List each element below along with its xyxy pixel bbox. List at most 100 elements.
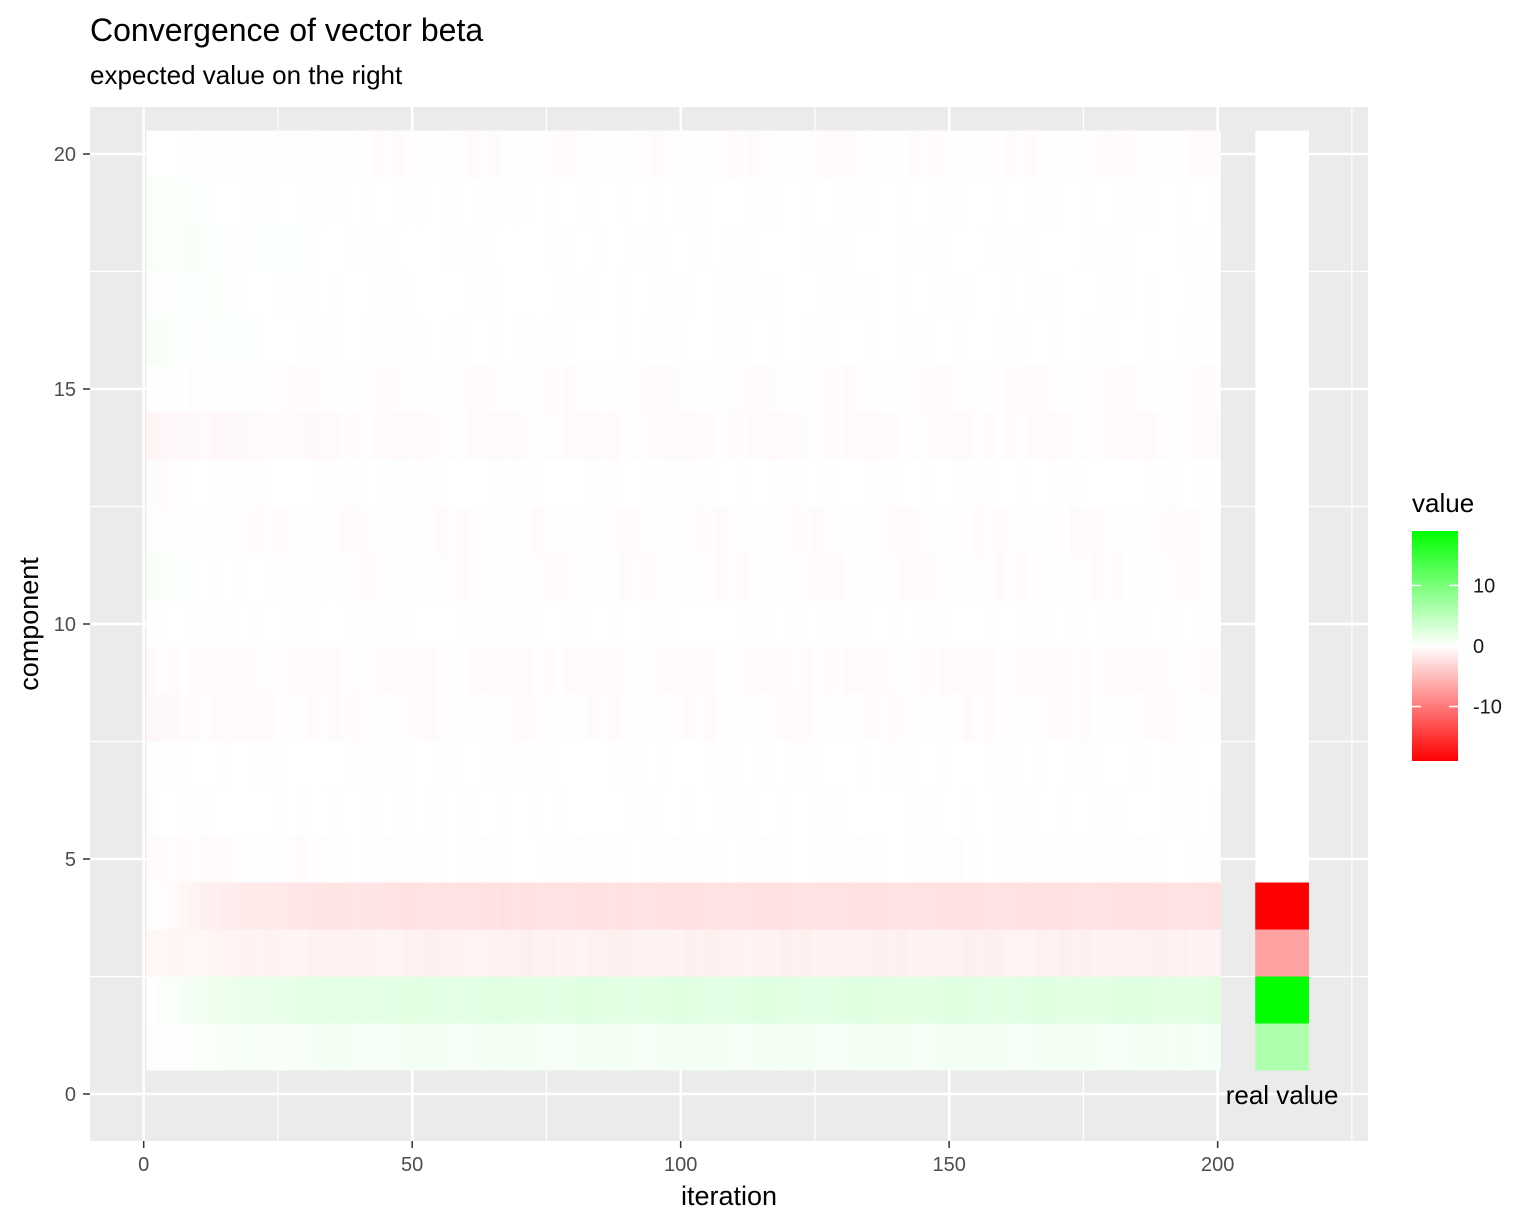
heatmap-cell: [747, 318, 760, 366]
heatmap-cell: [275, 271, 287, 319]
heatmap-cell: [1166, 882, 1178, 930]
heatmap-cell: [1123, 835, 1136, 883]
heatmap-cell: [285, 835, 298, 883]
heatmap-cell: [1188, 788, 1200, 836]
heatmap-cell: [984, 459, 996, 507]
heatmap-cell: [898, 412, 910, 460]
heatmap-cell: [1048, 600, 1060, 648]
heatmap-cell: [1166, 177, 1178, 225]
heatmap-cell: [189, 882, 201, 930]
heatmap-cell: [490, 741, 502, 789]
heatmap-cell: [640, 976, 652, 1024]
heatmap-cell: [189, 788, 201, 836]
heatmap-cell: [382, 365, 394, 413]
heatmap-cell: [672, 130, 684, 178]
heatmap-cell: [1069, 365, 1082, 413]
heatmap-cell: [1123, 741, 1136, 789]
heatmap-cell: [339, 459, 352, 507]
heatmap-cell: [264, 318, 276, 366]
heatmap-cell: [812, 647, 824, 695]
heatmap-cell: [479, 459, 491, 507]
heatmap-cell: [511, 130, 523, 178]
heatmap-cell: [1198, 506, 1211, 554]
heatmap-cell: [919, 835, 931, 883]
heatmap-cell: [951, 412, 964, 460]
heatmap-cell: [618, 600, 631, 648]
heatmap-cell: [790, 412, 803, 460]
heatmap-cell: [178, 976, 190, 1024]
heatmap-cell: [629, 1023, 641, 1071]
heatmap-cell: [790, 929, 803, 977]
heatmap-cell: [951, 694, 964, 742]
legend-ticks: 100-10: [1412, 575, 1502, 719]
heatmap-cell: [1198, 412, 1211, 460]
heatmap-cell: [1027, 271, 1039, 319]
heatmap-cell: [629, 929, 641, 977]
heatmap-cell: [951, 741, 964, 789]
heatmap-cell: [1198, 130, 1211, 178]
heatmap-cell: [243, 318, 255, 366]
heatmap-cell: [683, 224, 695, 272]
heatmap-cell: [672, 318, 684, 366]
heatmap-cell: [167, 976, 180, 1024]
heatmap-cell: [1027, 130, 1039, 178]
heatmap-cell: [264, 929, 276, 977]
heatmap-cell: [479, 318, 491, 366]
heatmap-cell: [1027, 553, 1039, 601]
heatmap-cell: [951, 1023, 964, 1071]
heatmap-cell: [371, 929, 384, 977]
heatmap-cell: [565, 177, 577, 225]
heatmap-cell: [1134, 741, 1146, 789]
heatmap-cell: [715, 553, 727, 601]
heatmap-cell: [747, 1023, 760, 1071]
heatmap-cell: [243, 271, 255, 319]
heatmap-cell: [425, 694, 437, 742]
heatmap-cell: [1069, 600, 1082, 648]
heatmap-cell: [1102, 929, 1114, 977]
heatmap-cell: [275, 976, 287, 1024]
heatmap-cell: [726, 647, 738, 695]
heatmap-cell: [1059, 224, 1071, 272]
heatmap-cell: [296, 177, 309, 225]
heatmap-cell: [758, 177, 770, 225]
heatmap-cell: [833, 882, 846, 930]
heatmap-cell: [575, 130, 588, 178]
heatmap-cell: [285, 224, 298, 272]
heatmap-cell: [973, 788, 985, 836]
heatmap-cell: [618, 647, 631, 695]
heatmap-cell: [1166, 318, 1178, 366]
heatmap-cell: [994, 741, 1007, 789]
heatmap-cell: [371, 694, 384, 742]
heatmap-cell: [296, 600, 309, 648]
heatmap-cell: [554, 1023, 566, 1071]
heatmap-cell: [146, 788, 158, 836]
heatmap-cell: [1209, 506, 1221, 554]
heatmap-cell: [500, 694, 513, 742]
heatmap-cell: [661, 459, 674, 507]
heatmap-cell: [457, 929, 470, 977]
heatmap-cell: [328, 882, 341, 930]
heatmap-cell: [436, 976, 448, 1024]
heatmap-cell: [586, 318, 599, 366]
heatmap-cell: [1198, 882, 1211, 930]
heatmap-cell: [704, 1023, 717, 1071]
heatmap-cell: [962, 647, 974, 695]
heatmap-cell: [1134, 882, 1146, 930]
heatmap-cell: [275, 741, 287, 789]
heatmap-cell: [801, 788, 813, 836]
heatmap-cell: [210, 647, 223, 695]
heatmap-cell: [490, 882, 502, 930]
heatmap-cell: [1037, 459, 1050, 507]
heatmap-cell: [780, 506, 792, 554]
heatmap-cell: [457, 882, 470, 930]
heatmap-cell: [994, 976, 1007, 1024]
heatmap-cell: [941, 412, 953, 460]
heatmap-cell: [307, 412, 319, 460]
heatmap-cell: [1102, 835, 1114, 883]
heatmap-cell: [640, 929, 652, 977]
heatmap-cell: [361, 600, 373, 648]
heatmap-cell: [608, 318, 620, 366]
heatmap-cell: [543, 929, 556, 977]
heatmap-cell: [565, 976, 577, 1024]
